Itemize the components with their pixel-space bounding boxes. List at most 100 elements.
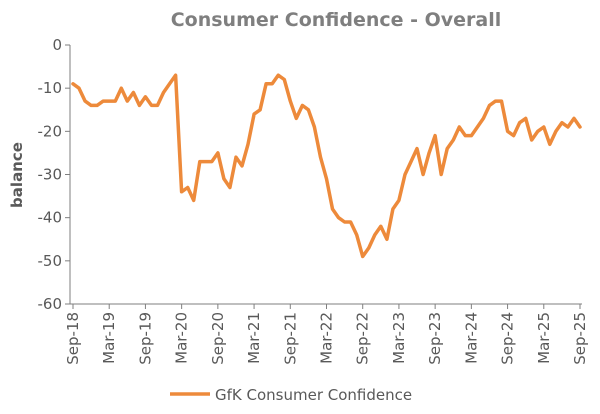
data-point: [289, 100, 292, 102]
data-point: [96, 104, 98, 107]
data-point: [470, 134, 473, 137]
data-point: [247, 143, 249, 146]
data-point: [476, 126, 479, 128]
data-point: [223, 178, 225, 180]
data-point: [524, 117, 527, 120]
data-point: [374, 234, 376, 236]
data-point: [488, 104, 491, 107]
x-tick-label: Mar-22: [318, 312, 336, 364]
data-point: [108, 100, 110, 102]
data-point: [174, 74, 177, 76]
y-axis-label: balance: [8, 142, 26, 208]
data-point: [301, 104, 304, 107]
x-tick-label: Sep-20: [209, 312, 227, 365]
data-point: [422, 173, 424, 176]
x-tick-label: Sep-23: [426, 312, 444, 365]
y-tick-label: -10: [38, 79, 63, 97]
data-point: [567, 126, 569, 128]
data-point: [494, 100, 497, 102]
y-tick-label: -50: [38, 252, 63, 270]
data-point: [452, 139, 455, 141]
y-tick-label: -30: [38, 166, 63, 184]
data-point: [78, 87, 80, 89]
data-point: [434, 134, 436, 137]
x-tick-label: Sep-22: [354, 312, 372, 365]
data-point: [271, 83, 274, 85]
y-tick-label: -40: [38, 209, 63, 227]
data-point: [144, 96, 147, 98]
x-tick-label: Sep-19: [136, 312, 154, 365]
series-line-gfk-consumer-confidence: [71, 73, 582, 259]
data-point: [361, 255, 364, 258]
data-point: [168, 83, 171, 85]
data-point: [440, 173, 443, 176]
legend: GfK Consumer Confidence: [170, 386, 412, 404]
data-point: [313, 126, 316, 128]
chart-title: Consumer Confidence - Overall: [171, 9, 502, 31]
data-point: [537, 130, 539, 133]
data-point: [343, 221, 346, 223]
data-point: [211, 160, 213, 163]
data-point: [217, 152, 219, 154]
data-point: [458, 126, 461, 128]
x-tick-label: Sep-18: [64, 312, 82, 365]
data-point: [573, 117, 575, 120]
x-tick-label: Mar-19: [100, 312, 118, 364]
data-point: [277, 74, 280, 76]
data-point: [482, 117, 485, 120]
data-point: [355, 234, 358, 236]
data-point: [72, 83, 74, 85]
data-point: [253, 113, 255, 115]
data-point: [325, 178, 328, 180]
data-point: [331, 208, 334, 210]
x-tick-label: Mar-25: [535, 312, 553, 364]
x-tick-label: Sep-24: [499, 312, 517, 365]
data-point: [138, 104, 141, 107]
data-point: [259, 109, 261, 111]
data-point: [555, 130, 557, 133]
data-point: [265, 83, 267, 85]
data-point: [579, 126, 581, 128]
data-point: [530, 139, 533, 141]
data-point: [561, 121, 563, 124]
data-point: [518, 121, 521, 124]
data-point: [380, 225, 382, 228]
data-point: [416, 147, 418, 150]
data-point: [84, 100, 86, 102]
data-point: [90, 104, 92, 107]
data-point: [132, 91, 135, 94]
data-point: [120, 87, 123, 89]
data-point: [192, 199, 195, 202]
x-tick-label: Mar-23: [390, 312, 408, 364]
x-axis: Sep-18 Mar-19 Sep-19 Mar-20 Sep-20 Mar-21 Sep-…: [64, 303, 589, 365]
data-point: [410, 160, 412, 163]
data-point: [392, 208, 394, 210]
data-point: [186, 186, 189, 189]
data-point: [156, 104, 159, 107]
data-point: [512, 134, 515, 137]
data-point: [283, 78, 286, 81]
data-point: [114, 100, 117, 102]
data-point: [446, 147, 449, 150]
data-point: [235, 156, 237, 158]
data-point: [126, 100, 129, 102]
data-point: [150, 104, 153, 107]
data-point: [428, 152, 430, 154]
data-point: [162, 91, 165, 94]
data-point: [464, 134, 467, 137]
y-tick-label: 0: [52, 36, 62, 54]
x-tick-label: Sep-21: [281, 312, 299, 365]
data-point: [500, 100, 503, 102]
data-point: [386, 238, 388, 241]
data-point: [102, 100, 104, 102]
y-tick-label: -20: [38, 122, 63, 140]
data-point: [337, 216, 340, 219]
data-point: [307, 109, 310, 111]
data-point: [205, 160, 207, 163]
data-point: [549, 143, 551, 146]
y-tick-label: -60: [38, 295, 63, 313]
data-point: [180, 191, 183, 193]
legend-label: GfK Consumer Confidence: [215, 386, 412, 404]
data-point: [319, 156, 322, 158]
